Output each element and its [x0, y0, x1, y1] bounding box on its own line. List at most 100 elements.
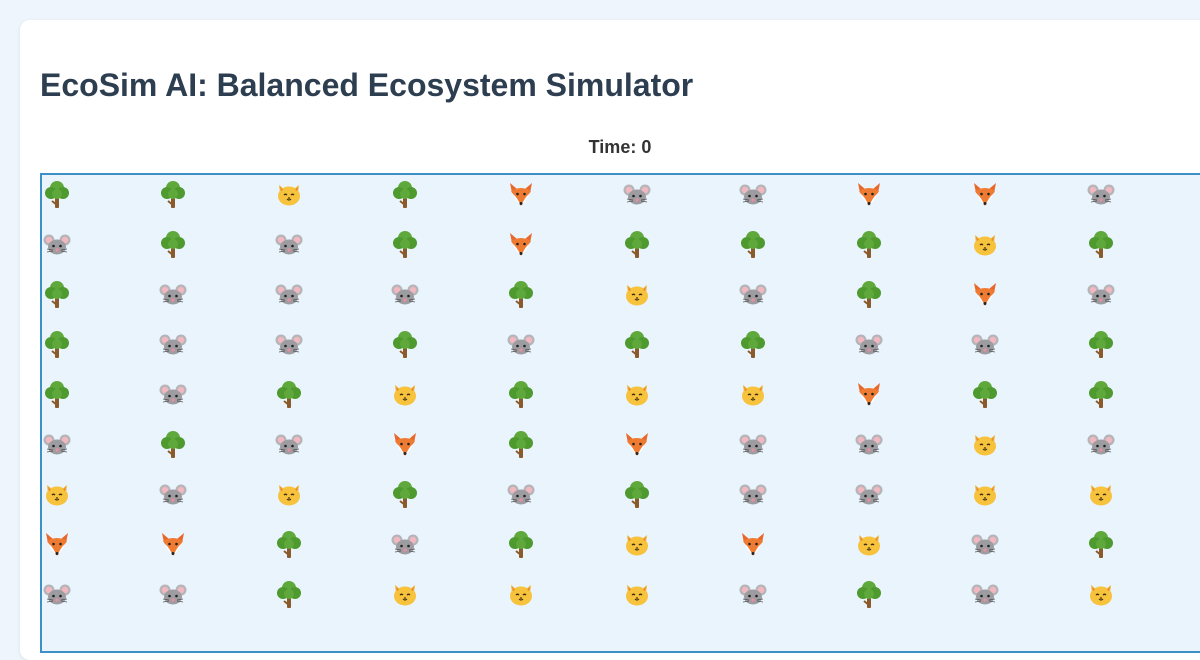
grid-cell[interactable]	[738, 375, 854, 425]
grid-cell[interactable]	[274, 575, 390, 625]
grid-cell[interactable]	[158, 325, 274, 375]
grid-cell[interactable]	[1086, 425, 1200, 475]
grid-cell[interactable]	[274, 225, 390, 275]
grid-cell[interactable]	[390, 175, 506, 225]
grid-cell[interactable]	[738, 275, 854, 325]
grid-cell[interactable]	[970, 175, 1086, 225]
grid-cell[interactable]	[506, 575, 622, 625]
grid-cell[interactable]	[158, 375, 274, 425]
grid-cell[interactable]	[854, 325, 970, 375]
grid-cell[interactable]	[970, 575, 1086, 625]
grid-cell[interactable]	[274, 325, 390, 375]
grid-cell[interactable]	[158, 275, 274, 325]
grid-cell[interactable]	[506, 325, 622, 375]
grid-cell[interactable]	[390, 525, 506, 575]
grid-cell[interactable]	[970, 475, 1086, 525]
grid-cell[interactable]	[390, 475, 506, 525]
grid-cell[interactable]	[970, 325, 1086, 375]
grid-cell[interactable]	[158, 475, 274, 525]
grid-cell[interactable]	[274, 475, 390, 525]
mouse-icon	[1086, 179, 1116, 209]
fox-icon	[970, 179, 1000, 209]
grid-cell[interactable]	[506, 275, 622, 325]
tree-icon	[158, 179, 188, 209]
grid-cell[interactable]	[42, 475, 158, 525]
grid-cell[interactable]	[622, 475, 738, 525]
grid-cell[interactable]	[506, 475, 622, 525]
grid-cell[interactable]	[390, 325, 506, 375]
grid-cell[interactable]	[390, 375, 506, 425]
grid-cell[interactable]	[506, 225, 622, 275]
grid-cell[interactable]	[1086, 475, 1200, 525]
cat-icon	[970, 429, 1000, 459]
grid-cell[interactable]	[622, 225, 738, 275]
grid-cell[interactable]	[274, 375, 390, 425]
grid-cell[interactable]	[274, 525, 390, 575]
grid-cell[interactable]	[854, 525, 970, 575]
grid-cell[interactable]	[158, 225, 274, 275]
grid-cell[interactable]	[854, 225, 970, 275]
grid-cell[interactable]	[1086, 375, 1200, 425]
grid-cell[interactable]	[506, 175, 622, 225]
grid-cell[interactable]	[1086, 175, 1200, 225]
grid-cell[interactable]	[506, 525, 622, 575]
grid-cell[interactable]	[622, 575, 738, 625]
mouse-icon	[274, 329, 304, 359]
tree-icon	[274, 529, 304, 559]
ecosystem-grid[interactable]	[40, 173, 1200, 653]
grid-cell[interactable]	[158, 175, 274, 225]
grid-cell[interactable]	[738, 525, 854, 575]
grid-cell[interactable]	[274, 425, 390, 475]
grid-cell[interactable]	[854, 275, 970, 325]
grid-cell[interactable]	[1086, 225, 1200, 275]
grid-cell[interactable]	[42, 425, 158, 475]
grid-cell[interactable]	[390, 425, 506, 475]
grid-cell[interactable]	[622, 375, 738, 425]
grid-cell[interactable]	[42, 175, 158, 225]
grid-cell[interactable]	[970, 525, 1086, 575]
grid-cell[interactable]	[970, 275, 1086, 325]
grid-cell[interactable]	[738, 175, 854, 225]
grid-cell[interactable]	[970, 225, 1086, 275]
grid-cell[interactable]	[42, 525, 158, 575]
grid-cell[interactable]	[42, 275, 158, 325]
grid-cell[interactable]	[854, 175, 970, 225]
grid-cell[interactable]	[274, 175, 390, 225]
grid-cell[interactable]	[622, 175, 738, 225]
grid-cell[interactable]	[970, 425, 1086, 475]
grid-cell[interactable]	[42, 225, 158, 275]
grid-cell[interactable]	[738, 475, 854, 525]
grid-cell[interactable]	[738, 425, 854, 475]
grid-cell[interactable]	[738, 325, 854, 375]
grid-cell[interactable]	[1086, 525, 1200, 575]
grid-cell[interactable]	[506, 375, 622, 425]
grid-cell[interactable]	[970, 375, 1086, 425]
grid-cell[interactable]	[854, 375, 970, 425]
grid-cell[interactable]	[158, 425, 274, 475]
grid-cell[interactable]	[506, 425, 622, 475]
grid-cell[interactable]	[854, 425, 970, 475]
grid-cell[interactable]	[1086, 325, 1200, 375]
grid-cell[interactable]	[158, 525, 274, 575]
grid-cell[interactable]	[738, 225, 854, 275]
grid-cell[interactable]	[622, 275, 738, 325]
grid-cell[interactable]	[854, 475, 970, 525]
grid-cell[interactable]	[1086, 575, 1200, 625]
grid-cell[interactable]	[390, 575, 506, 625]
grid-cell[interactable]	[1086, 275, 1200, 325]
grid-cell[interactable]	[622, 525, 738, 575]
grid-cell[interactable]	[854, 575, 970, 625]
fox-icon	[390, 429, 420, 459]
grid-cell[interactable]	[42, 575, 158, 625]
tree-icon	[506, 429, 536, 459]
grid-cell[interactable]	[42, 375, 158, 425]
grid-cell[interactable]	[390, 225, 506, 275]
mouse-icon	[158, 579, 188, 609]
grid-cell[interactable]	[738, 575, 854, 625]
grid-cell[interactable]	[158, 575, 274, 625]
grid-cell[interactable]	[390, 275, 506, 325]
grid-cell[interactable]	[274, 275, 390, 325]
grid-cell[interactable]	[622, 325, 738, 375]
grid-cell[interactable]	[622, 425, 738, 475]
grid-cell[interactable]	[42, 325, 158, 375]
